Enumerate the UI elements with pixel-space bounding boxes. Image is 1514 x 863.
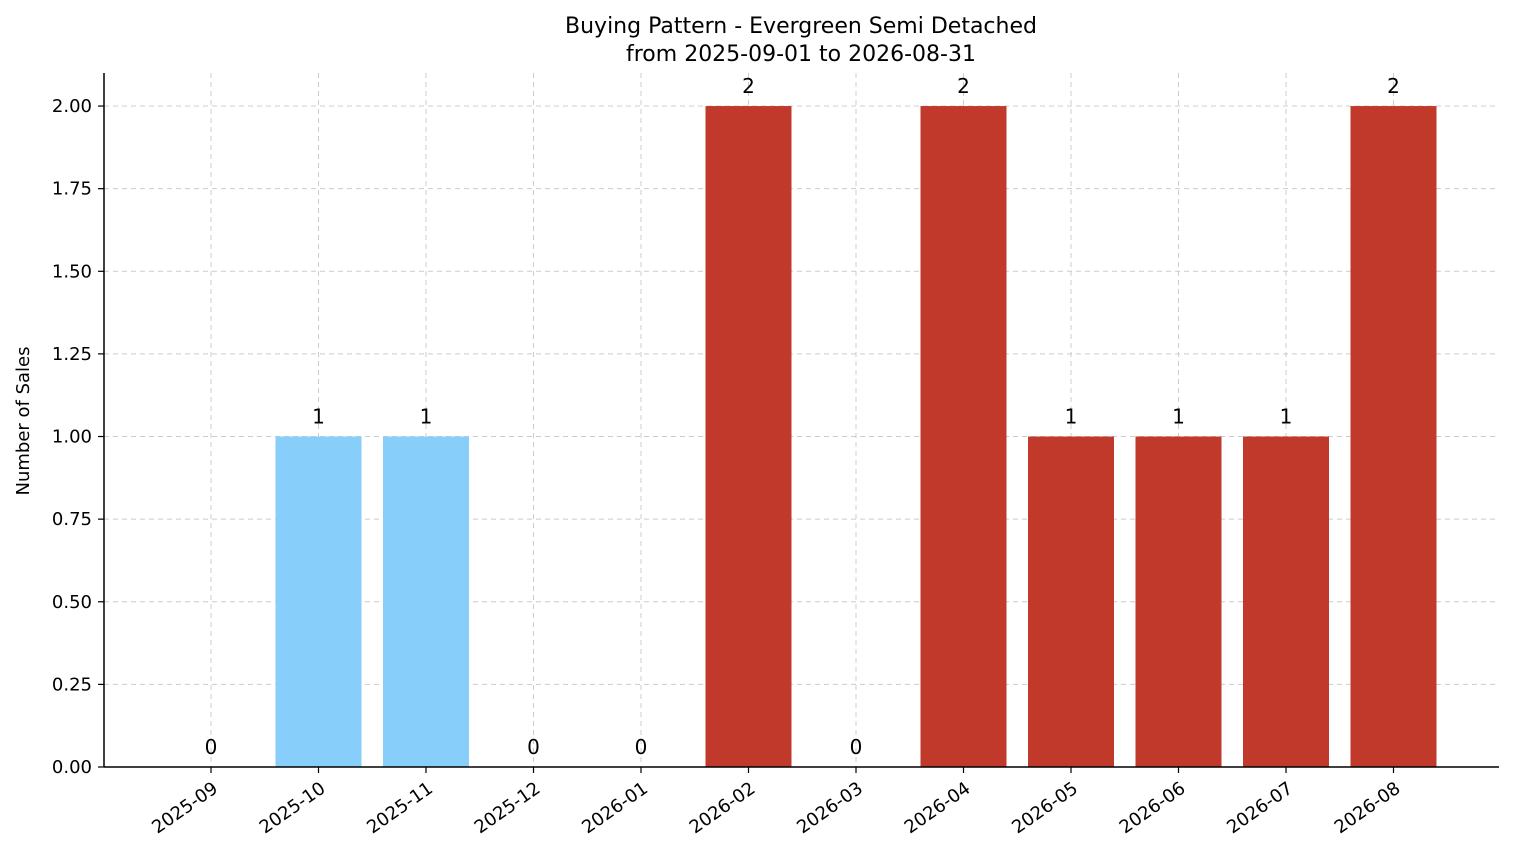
bar-value-label: 2	[742, 74, 755, 98]
bar-value-label: 0	[850, 735, 863, 759]
x-tick-label: 2026-02	[686, 778, 760, 838]
x-tick-label: 2026-07	[1223, 778, 1297, 838]
x-tick-label: 2025-10	[256, 778, 330, 838]
bar-value-label: 1	[1280, 405, 1293, 429]
y-tick-label: 2.00	[52, 96, 92, 117]
bar-value-label: 0	[527, 735, 540, 759]
y-tick-label: 1.50	[52, 261, 92, 282]
bar-layer	[275, 106, 1437, 768]
bar	[383, 436, 469, 767]
data-label-layer: 0 1 1 0 0 2 0 2 1 1 1 2	[205, 74, 1400, 759]
bar-value-label: 1	[1172, 405, 1185, 429]
bar	[1243, 436, 1329, 767]
bar	[705, 106, 792, 768]
y-tick-label: 0.75	[52, 509, 92, 530]
bar	[1028, 436, 1114, 767]
x-tick-label: 2026-04	[901, 778, 975, 838]
bar	[275, 436, 362, 767]
x-tick-label: 2025-11	[363, 778, 437, 838]
bar	[1135, 436, 1222, 767]
bar-value-label: 2	[957, 74, 970, 98]
y-tick-label: 1.75	[52, 179, 92, 200]
x-tick-label: 2025-09	[148, 778, 222, 838]
x-tick-label: 2026-03	[793, 778, 867, 838]
y-tick-label: 1.00	[52, 427, 92, 448]
bar-value-label: 1	[312, 405, 325, 429]
y-tick-label: 0.25	[52, 674, 92, 695]
x-tick-label: 2026-08	[1331, 778, 1405, 838]
chart-title-line-1: Buying Pattern - Evergreen Semi Detached	[565, 14, 1037, 39]
chart-title-line-2: from 2025-09-01 to 2026-08-31	[626, 42, 976, 67]
bar-value-label: 2	[1387, 74, 1400, 98]
x-tick-label: 2025-12	[471, 778, 545, 838]
x-tick-label: 2026-05	[1008, 778, 1082, 838]
x-tick-label: 2026-06	[1116, 778, 1190, 838]
bar-value-label: 1	[420, 405, 433, 429]
y-tick-label: 0.00	[52, 757, 92, 778]
bar-value-label: 1	[1065, 405, 1078, 429]
y-tick-label: 1.25	[52, 344, 92, 365]
x-tick-label: 2026-01	[578, 778, 652, 838]
y-tick-label: 0.50	[52, 592, 92, 613]
y-axis-label: Number of Sales	[13, 346, 34, 495]
bar	[1350, 106, 1437, 768]
bar	[920, 106, 1007, 768]
bar-value-label: 0	[205, 735, 218, 759]
bar-value-label: 0	[635, 735, 648, 759]
